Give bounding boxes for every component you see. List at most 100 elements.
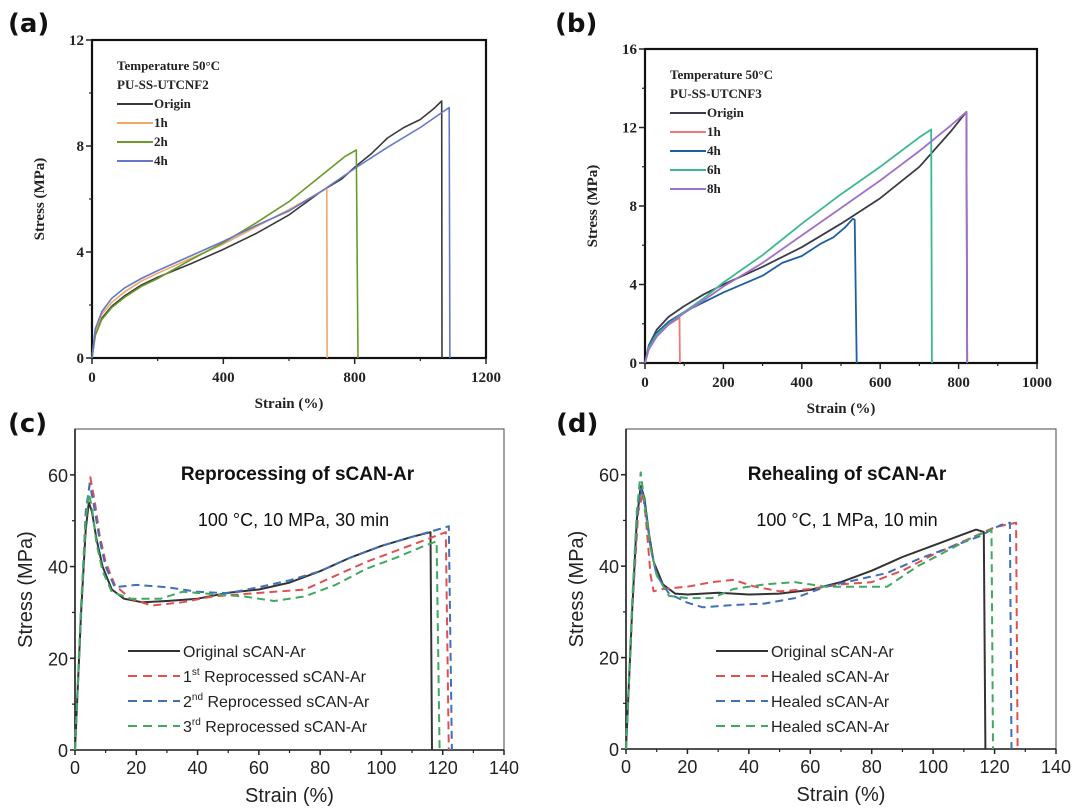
legend-label: 2nd Reprocessed sCAN-Ar: [183, 692, 370, 711]
y-tick-label: 40: [48, 558, 68, 578]
legend-label: Original sCAN-Ar: [771, 644, 894, 661]
legend-label: 8h: [707, 181, 722, 196]
legend-label-text: Reprocessed sCAN-Ar: [200, 669, 367, 686]
legend-header: PU-SS-UTCNF2: [117, 77, 209, 92]
y-axis-title: Stress (MPa): [15, 531, 37, 648]
x-tick-label: 60: [800, 757, 820, 777]
legend-label: 2h: [154, 134, 169, 149]
legend: Temperature 50°C PU-SS-UTCNF3 Origin 1h 4h 6h…: [670, 67, 773, 196]
legend-label: Origin: [154, 96, 192, 111]
legend: Original sCAN-Ar Healed sCAN-Ar Healed sCA…: [716, 644, 894, 736]
series-line-origin: [644, 110, 969, 364]
legend-header: Temperature 50°C: [670, 67, 773, 82]
legend-ordinal: 1: [183, 669, 192, 686]
panel-label: (c): [8, 409, 47, 439]
series-line-3rd-reprocessed-scan-ar: [74, 492, 441, 751]
x-axis-title: Strain (%): [245, 785, 334, 807]
x-tick-label: 100: [918, 757, 948, 777]
x-tick-label: 0: [88, 370, 96, 386]
y-axis-title: Stress (MPa): [566, 531, 588, 648]
x-tick-label: 60: [249, 758, 269, 778]
legend-label: 6h: [707, 162, 722, 177]
x-tick-label: 80: [310, 758, 330, 778]
y-axis-title: Stress (MPa): [32, 158, 48, 241]
legend-label: Healed sCAN-Ar: [771, 694, 890, 711]
panel-c: (c) 0 20 40 60 80 100 120 140 0 20 40 60 Strain (%) St…: [8, 409, 519, 807]
series-line-4h: [91, 106, 451, 359]
panel-label: (a): [8, 9, 49, 39]
x-tick-label: 20: [126, 758, 146, 778]
x-tick-label: 40: [739, 757, 759, 777]
x-tick-label: 100: [366, 758, 396, 778]
series-line-original-scan-ar: [74, 501, 433, 751]
y-tick-label: 12: [69, 33, 84, 49]
y-tick-label: 0: [77, 351, 85, 367]
legend-superscript: rd: [192, 717, 201, 728]
series-line-origin: [91, 100, 443, 359]
legend-label: 1h: [154, 115, 169, 130]
x-tick-label: 1200: [471, 370, 501, 386]
chart-title: Rehealing of sCAN-Ar: [748, 464, 947, 485]
legend-label-text: Reprocessed sCAN-Ar: [203, 694, 370, 711]
y-tick-label: 4: [77, 245, 85, 261]
y-axis-title: Stress (MPa): [585, 165, 601, 248]
y-tick-label: 16: [622, 42, 638, 58]
panel-label: (d): [556, 409, 598, 439]
series-line-2nd-reprocessed-scan-ar: [74, 483, 453, 751]
y-tick-label: 8: [77, 139, 85, 155]
chart-subtitle: 100 °C, 10 MPa, 30 min: [198, 510, 389, 530]
x-tick-label: 0: [70, 758, 80, 778]
x-tick-label: 0: [621, 757, 631, 777]
panel-b: (b) 0 200 400 600 800 1000 0 4 8 12 16 Strain (%) Str…: [555, 9, 1052, 417]
y-tick-label: 0: [58, 741, 68, 761]
y-tick-label: 12: [622, 121, 637, 137]
y-tick-label: 0: [609, 740, 619, 760]
panel-d: (d) 0 20 40 60 80 100 120 140 0 20 40 60 Strain (%) St…: [556, 409, 1071, 806]
y-tick-label: 60: [599, 466, 619, 486]
x-tick-label: 120: [980, 757, 1010, 777]
legend-label: Original sCAN-Ar: [183, 644, 306, 661]
legend-label: Origin: [707, 105, 745, 120]
x-tick-label: 1000: [1022, 375, 1052, 391]
series-line-8h: [644, 110, 969, 364]
legend-label: 3rd Reprocessed sCAN-Ar: [183, 717, 368, 736]
y-tick-label: 20: [599, 649, 619, 669]
panel-label: (b): [555, 9, 597, 39]
x-tick-label: 400: [791, 375, 814, 391]
chart-subtitle: 100 °C, 1 MPa, 10 min: [756, 510, 937, 530]
x-tick-label: 0: [641, 375, 649, 391]
x-tick-label: 800: [343, 370, 366, 386]
legend-superscript: nd: [192, 692, 203, 703]
legend-label: Healed sCAN-Ar: [771, 669, 890, 686]
legend-label: 4h: [707, 143, 722, 158]
x-tick-label: 200: [712, 375, 735, 391]
legend-header: PU-SS-UTCNF3: [670, 86, 762, 101]
x-tick-label: 140: [489, 758, 519, 778]
legend-label: 1h: [707, 124, 722, 139]
series-line-1h: [91, 187, 328, 359]
series-line-6h: [644, 128, 933, 364]
x-tick-label: 40: [188, 758, 208, 778]
chart-title: Reprocessing of sCAN-Ar: [181, 464, 415, 485]
series-line-4h: [644, 217, 858, 364]
series-line-healed-scan-ar: [625, 492, 1019, 750]
x-tick-label: 800: [947, 375, 970, 391]
y-tick-label: 40: [599, 557, 619, 577]
y-tick-label: 0: [630, 356, 638, 372]
x-tick-label: 400: [212, 370, 235, 386]
x-axis-title: Strain (%): [807, 401, 876, 417]
legend-ordinal: 2: [183, 694, 192, 711]
legend-label: 1st Reprocessed sCAN-Ar: [183, 667, 367, 686]
series-line-healed-scan-ar: [625, 487, 1013, 750]
legend-superscript: st: [192, 667, 200, 678]
legend-label: 4h: [154, 153, 169, 168]
legend: Temperature 50°C PU-SS-UTCNF2 Origin 1h 2h 4h: [117, 58, 220, 168]
series-line-1st-reprocessed-scan-ar: [74, 476, 450, 751]
legend-label: Healed sCAN-Ar: [771, 719, 890, 736]
x-tick-label: 600: [869, 375, 892, 391]
y-tick-label: 20: [48, 649, 68, 669]
x-tick-label: 120: [428, 758, 458, 778]
y-tick-label: 4: [630, 278, 638, 294]
